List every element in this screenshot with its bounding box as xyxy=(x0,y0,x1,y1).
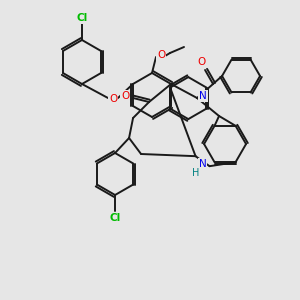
Text: O: O xyxy=(121,91,129,101)
Text: N: N xyxy=(199,159,206,169)
Text: O: O xyxy=(197,57,205,67)
Text: Cl: Cl xyxy=(110,213,121,223)
Text: H: H xyxy=(192,168,199,178)
Text: N: N xyxy=(199,91,207,101)
Text: O: O xyxy=(109,94,117,104)
Text: O: O xyxy=(157,50,165,60)
Text: Cl: Cl xyxy=(76,13,88,23)
